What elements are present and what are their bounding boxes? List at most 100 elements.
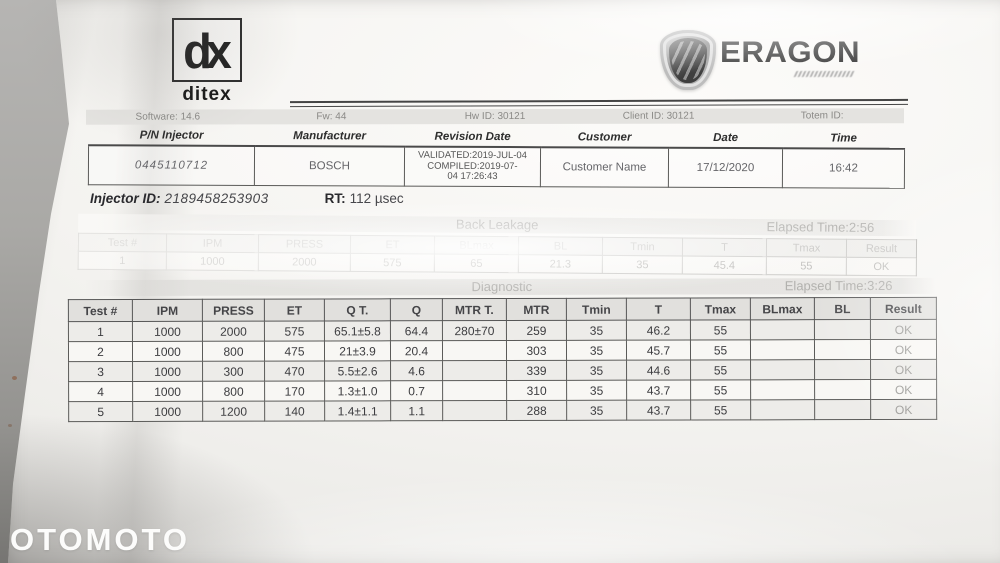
- table-cell: 55: [690, 379, 751, 401]
- column-header: Customer: [540, 131, 669, 148]
- table-cell: 55: [690, 359, 751, 381]
- table-cell: 1000: [166, 251, 259, 271]
- column-header: MTR T.: [442, 298, 507, 321]
- table-cell: 21±3.9: [324, 340, 391, 361]
- table-cell: OK: [870, 319, 937, 340]
- table-cell: 20.4: [390, 340, 443, 361]
- table-cell: 35: [602, 255, 683, 274]
- paper-speck: [12, 376, 17, 380]
- table-cell: [750, 379, 815, 400]
- column-header: Tmin: [602, 237, 683, 256]
- table-cell: 2: [68, 341, 133, 362]
- rt-label: RT:: [324, 191, 346, 206]
- table-cell: 1200: [202, 401, 265, 422]
- table-cell: 575: [264, 320, 325, 342]
- ditex-dx-glyph: dx: [183, 22, 232, 78]
- totem-id: Totem ID:: [800, 110, 844, 122]
- table-cell: 1: [68, 321, 133, 342]
- table-cell: [814, 379, 871, 400]
- table-cell: 470: [264, 360, 325, 382]
- column-header: ET: [264, 298, 325, 322]
- table-row: 0445110712 BOSCH VALIDATED:2019-JUL-04 COM…: [88, 145, 905, 189]
- diagnostic-table: Test # IPM PRESS ET Q T. Q MTR T. MTR Tmin T Tmax B…: [68, 297, 937, 422]
- column-header: Manufacturer: [254, 129, 405, 147]
- table-row: 5 1000 1200 140 1.4±1.1 1.1 288 35 43.7 55 OK: [68, 399, 937, 422]
- table-cell: 1.1: [390, 400, 443, 421]
- table-cell: [442, 380, 507, 401]
- ditex-logo-mark: dx: [172, 18, 242, 82]
- table-cell: 65.1±5.8: [324, 320, 391, 341]
- column-header: BL: [814, 297, 871, 320]
- column-header: BLmax: [750, 297, 815, 320]
- table-cell: 1000: [132, 401, 203, 422]
- table-cell: 1: [78, 251, 167, 270]
- table-cell: 5: [68, 401, 133, 422]
- table-cell: 35: [566, 340, 627, 361]
- table-row: 1 1000 2000 575 65.1±5.8 64.4 280±70 259 35 46.2 5…: [68, 319, 937, 342]
- table-cell: 310: [506, 380, 567, 401]
- table-cell: 45.7: [626, 340, 691, 361]
- column-header: Tmax: [766, 238, 847, 258]
- table-cell: 475: [264, 340, 325, 362]
- table-row: 2 1000 800 475 21±3.9 20.4 303 35 45.7 55 OK: [68, 339, 937, 362]
- table-cell: 1000: [132, 361, 203, 382]
- column-header: Q T.: [324, 298, 391, 321]
- table-cell: 16:42: [782, 148, 905, 189]
- column-header: P/N Injector: [88, 129, 255, 146]
- column-header: Date: [668, 131, 783, 149]
- table-cell: [442, 400, 507, 421]
- table-cell: OK: [870, 359, 937, 380]
- eragon-logo-text-block: ERAGON: [720, 38, 860, 77]
- table-cell: 65: [434, 254, 519, 273]
- column-header: T: [626, 298, 691, 321]
- back-leakage-table: Test # IPM PRESS ET BLmax BL Tmin T Tmax Result 1…: [78, 233, 917, 277]
- table-cell: [814, 319, 871, 340]
- table-cell: [814, 339, 871, 360]
- table-cell: 0.7: [390, 380, 443, 401]
- table-cell: 140: [264, 400, 325, 422]
- column-header: Tmax: [690, 297, 751, 321]
- hardware-id: Hw ID: 30121: [464, 110, 526, 123]
- table-cell: OK: [870, 379, 937, 400]
- table-row: 3 1000 300 470 5.5±2.6 4.6 339 35 44.6 55 OK: [68, 359, 937, 382]
- table-cell: 2000: [202, 321, 265, 342]
- table-cell: 170: [264, 380, 325, 402]
- table-cell: 55: [766, 256, 847, 276]
- table-cell: 4: [68, 381, 133, 402]
- table-cell: 1000: [132, 321, 203, 342]
- column-header: PRESS: [202, 299, 265, 322]
- back-leakage-section: Back Leakage Elapsed Time:2:56 Test # IPM…: [78, 213, 917, 277]
- column-header: Result: [870, 297, 937, 320]
- table-cell: 339: [506, 360, 567, 381]
- table-row: 4 1000 800 170 1.3±1.0 0.7 310 35 43.7 55 OK: [68, 379, 937, 402]
- column-header: Q: [390, 298, 443, 321]
- column-header: T: [682, 237, 767, 257]
- ditex-logo: dx ditex: [172, 18, 242, 106]
- eragon-logo: ERAGON: [660, 30, 860, 90]
- table-cell: VALIDATED:2019-JUL-04 COMPILED:2019-07- …: [404, 146, 541, 187]
- table-cell: OK: [870, 339, 937, 360]
- column-header: PRESS: [258, 234, 351, 254]
- back-leakage-title: Back Leakage: [455, 216, 539, 233]
- header-double-rule: [289, 98, 909, 108]
- ditex-logo-text: ditex: [182, 84, 232, 105]
- table-cell: [814, 399, 871, 420]
- column-header: BLmax: [434, 236, 519, 255]
- table-cell: 280±70: [442, 320, 507, 341]
- table-cell: [750, 319, 815, 340]
- eragon-shield-icon: [660, 30, 716, 90]
- column-header: BL: [518, 236, 603, 256]
- injector-header-table: P/N Injector Manufacturer Revision Date Cus…: [88, 129, 905, 189]
- table-cell: 55: [690, 319, 751, 341]
- device-info-bar: Software: 14.6 Fw: 44 Hw ID: 30121 Clien…: [85, 108, 905, 125]
- table-cell: 303: [506, 340, 567, 361]
- table-cell: 1.3±1.0: [324, 380, 391, 401]
- table-cell: 3: [68, 361, 133, 382]
- diagnostic-title: Diagnostic: [471, 278, 533, 295]
- injector-header-rows: 0445110712 BOSCH VALIDATED:2019-JUL-04 COM…: [88, 145, 905, 189]
- table-cell: OK: [870, 399, 937, 420]
- table-cell: 2000: [258, 252, 351, 272]
- table-cell: 21.3: [518, 254, 603, 274]
- eragon-tagline-smudge: [793, 71, 855, 77]
